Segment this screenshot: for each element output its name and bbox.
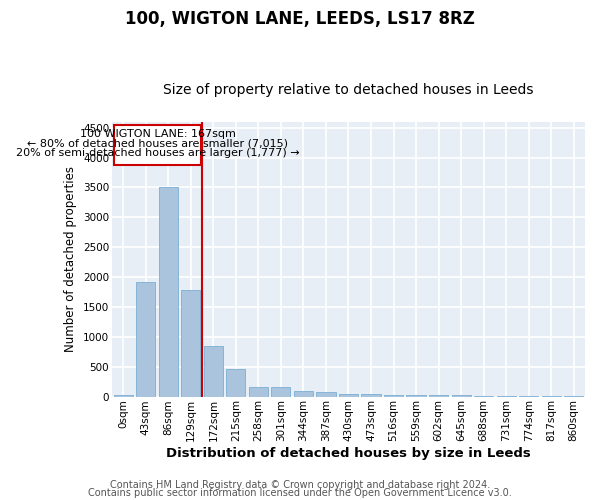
Bar bbox=[249, 387, 268, 396]
X-axis label: Distribution of detached houses by size in Leeds: Distribution of detached houses by size … bbox=[166, 447, 531, 460]
Bar bbox=[316, 392, 335, 396]
Bar bbox=[271, 388, 290, 396]
Bar bbox=[204, 346, 223, 397]
Text: 100, WIGTON LANE, LEEDS, LS17 8RZ: 100, WIGTON LANE, LEEDS, LS17 8RZ bbox=[125, 10, 475, 28]
Bar bbox=[361, 394, 380, 396]
Text: Contains HM Land Registry data © Crown copyright and database right 2024.: Contains HM Land Registry data © Crown c… bbox=[110, 480, 490, 490]
Bar bbox=[339, 394, 358, 396]
Bar bbox=[181, 290, 200, 397]
Text: Contains public sector information licensed under the Open Government Licence v3: Contains public sector information licen… bbox=[88, 488, 512, 498]
Bar bbox=[406, 395, 425, 396]
Title: Size of property relative to detached houses in Leeds: Size of property relative to detached ho… bbox=[163, 83, 534, 97]
Bar bbox=[226, 369, 245, 396]
Bar bbox=[136, 282, 155, 397]
Y-axis label: Number of detached properties: Number of detached properties bbox=[64, 166, 77, 352]
Bar bbox=[159, 188, 178, 396]
Bar bbox=[384, 394, 403, 396]
Bar bbox=[113, 394, 133, 396]
Text: 20% of semi-detached houses are larger (1,777) →: 20% of semi-detached houses are larger (… bbox=[16, 148, 299, 158]
Bar bbox=[294, 391, 313, 396]
Text: 100 WIGTON LANE: 167sqm: 100 WIGTON LANE: 167sqm bbox=[80, 129, 236, 139]
Text: ← 80% of detached houses are smaller (7,015): ← 80% of detached houses are smaller (7,… bbox=[27, 138, 288, 148]
Bar bbox=[114, 126, 201, 165]
